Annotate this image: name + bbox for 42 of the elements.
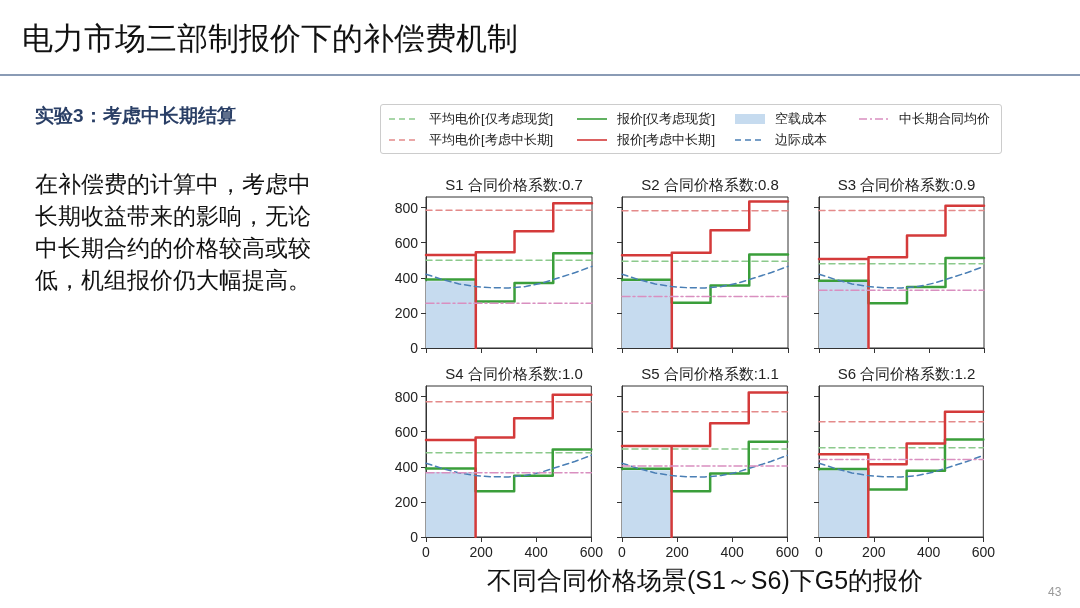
chart-title: S3 合同价格系数:0.9 xyxy=(837,176,976,193)
legend-label: 中长期合同均价 xyxy=(898,109,990,128)
line-series xyxy=(425,454,593,478)
x-tick-label: 200 xyxy=(862,544,886,560)
text: 不同合同价格场景(S1～S6)下G5的报价 xyxy=(485,565,925,596)
text: 实验3：考虑中长期结算 xyxy=(35,104,236,128)
text: 电力市场三部制报价下的补偿费机制 xyxy=(22,20,518,58)
y-tick-label: 400 xyxy=(394,269,419,286)
text: 在补偿费的计算中，考虑中长期收益带来的影响，无论中长期合约的价格较高或较低，机组报价仍大幅提高。 xyxy=(35,170,312,295)
y-tick-label: 600 xyxy=(394,234,419,251)
y-tick-label: 0 xyxy=(410,529,419,545)
chart-title: S5 合同价格系数:1.1 xyxy=(641,365,779,382)
x-tick-label: 200 xyxy=(469,544,493,560)
x-tick-label: 600 xyxy=(579,544,604,560)
legend-label: 报价[考虑中长期] xyxy=(616,130,716,149)
x-tick-label: 400 xyxy=(720,544,745,560)
y-tick-label: 0 xyxy=(410,340,419,356)
x-tick-label: 400 xyxy=(916,544,941,560)
y-tick-label: 200 xyxy=(394,304,419,321)
chart-title: S4 合同价格系数:1.0 xyxy=(445,365,583,382)
y-tick-label: 400 xyxy=(394,458,419,475)
text: 43 xyxy=(1048,585,1062,599)
chart-title: S6 合同价格系数:1.2 xyxy=(837,365,976,382)
legend-label: 报价[仅考虑现货] xyxy=(616,109,716,128)
x-tick-label: 600 xyxy=(971,544,996,560)
y-tick-label: 800 xyxy=(394,388,419,405)
x-tick-label: 600 xyxy=(775,544,800,560)
y-tick-label: 600 xyxy=(394,423,419,440)
legend-label: 平均电价[仅考虑现货] xyxy=(429,109,554,128)
x-tick-label: 200 xyxy=(665,544,689,560)
chart-title: S2 合同价格系数:0.8 xyxy=(641,176,779,193)
legend-label: 边际成本 xyxy=(775,130,828,149)
x-tick-label: 0 xyxy=(618,544,627,560)
legend-label: 空载成本 xyxy=(775,109,828,128)
x-tick-label: 0 xyxy=(422,544,431,560)
y-tick-label: 200 xyxy=(394,493,419,510)
x-tick-label: 0 xyxy=(815,544,824,560)
legend-label: 平均电价[考虑中长期] xyxy=(429,130,554,149)
line-series xyxy=(425,265,593,289)
chart-title: S1 合同价格系数:0.7 xyxy=(445,176,583,193)
y-tick-label: 800 xyxy=(394,199,419,216)
x-tick-label: 400 xyxy=(524,544,549,560)
